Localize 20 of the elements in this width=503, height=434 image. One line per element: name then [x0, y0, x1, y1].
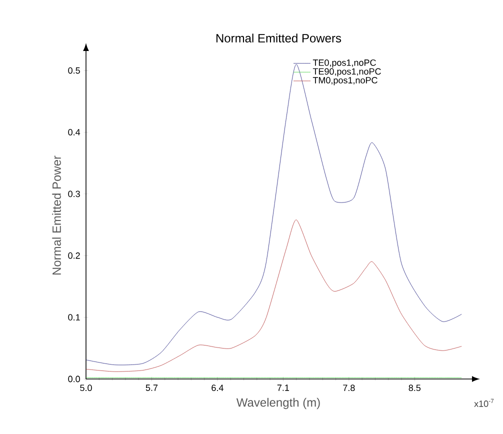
x-tick-label: 5.7	[146, 384, 158, 391]
chart-title: Normal Emitted Powers	[216, 34, 342, 42]
x-tick-label: 7.8	[343, 384, 355, 392]
line-series	[86, 220, 462, 372]
legend-label: TE0,pos1,noPC	[312, 59, 376, 68]
y-tick-label: 0.1	[68, 314, 80, 320]
y-tick-label: 0.3	[68, 190, 80, 198]
y-axis-title: Normal Emitted Power	[52, 156, 61, 275]
y-tick-label: 0.2	[68, 252, 80, 259]
x-tick-label: 7.1	[277, 384, 290, 391]
y-tick-label: 0.5	[68, 67, 80, 74]
x-tick-label: 8.5	[408, 384, 421, 392]
y-tick-label: 0.0	[68, 376, 80, 382]
legend-label: TE90,pos1,noPC	[312, 68, 381, 76]
x-tick-label: 5.0	[80, 384, 92, 392]
x-tick-label: 6.4	[212, 384, 224, 392]
text: x10$^{-7}$	[474, 398, 494, 407]
x-axis-title: Wavelength (m)	[236, 398, 320, 410]
legend-label: TM0,pos1,noPC	[312, 77, 378, 86]
y-tick-label: 0.4	[68, 129, 80, 136]
